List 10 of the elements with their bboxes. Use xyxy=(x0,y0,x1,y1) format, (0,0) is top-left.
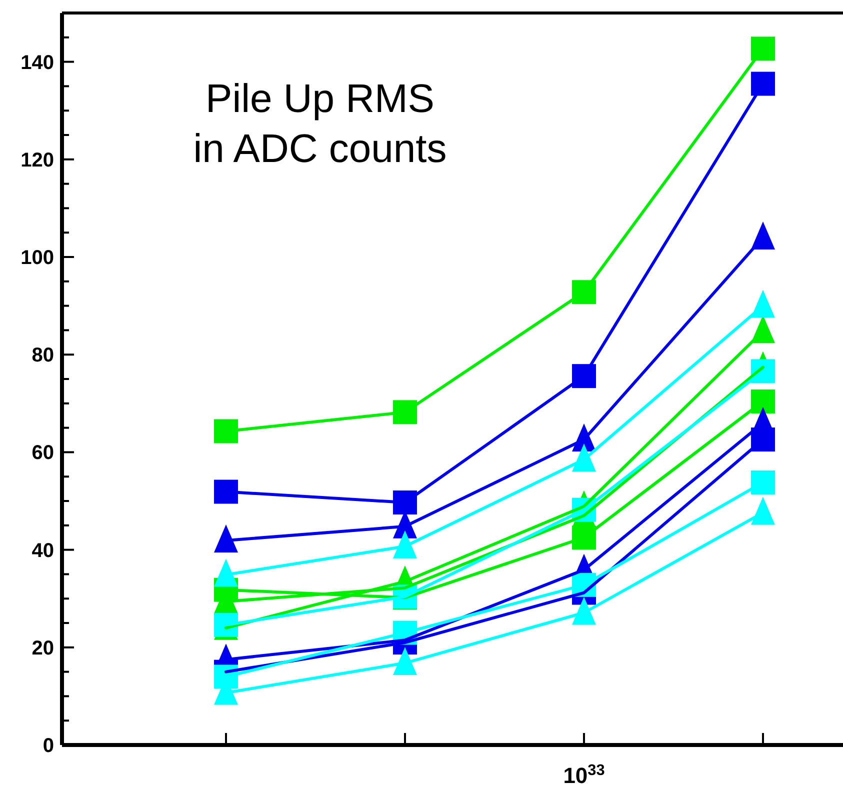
y-tick-label: 0 xyxy=(42,735,54,757)
y-tick-label: 100 xyxy=(20,247,54,269)
y-tick-label: 60 xyxy=(32,442,54,464)
y-tick-label: 20 xyxy=(32,637,54,660)
y-tick-label: 80 xyxy=(32,344,54,367)
x-tick-label: 10$^{33}$ xyxy=(563,762,605,788)
y-tick-label: 140 xyxy=(20,52,54,74)
y-tick-label: 40 xyxy=(32,540,54,562)
y-tick-label: 120 xyxy=(20,149,54,172)
annotation: Pile Up RMS in ADC counts xyxy=(193,77,447,171)
